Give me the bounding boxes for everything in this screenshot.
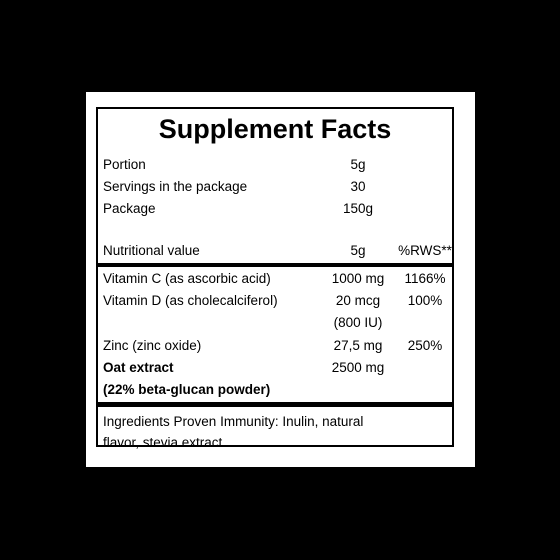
nutrition-header-amount: 5g	[350, 243, 366, 258]
info-label: Package	[103, 201, 156, 216]
nutrient-row-oat-extract: Oat extract 2500 mg	[103, 357, 448, 379]
supplement-facts-panel: Supplement Facts Portion 5g Servings in …	[96, 107, 454, 450]
label-sheet: Supplement Facts Portion 5g Servings in …	[86, 92, 475, 467]
nutrient-row-oat-extract-cont: (22% beta-glucan powder)	[103, 379, 448, 401]
info-value: 5g	[350, 157, 366, 172]
nutrient-row-vitamin-d-cont: (800 IU)	[103, 312, 448, 334]
nutrient-label: Vitamin D (as cholecalciferol)	[103, 293, 278, 308]
info-row-servings: Servings in the package 30	[103, 176, 448, 198]
nutrient-label: Vitamin C (as ascorbic acid)	[103, 271, 271, 286]
info-value: 150g	[342, 201, 374, 216]
nutrient-amount: 2500 mg	[331, 360, 385, 375]
nutrient-amount: 27,5 mg	[333, 338, 383, 353]
nutrient-label: Zinc (zinc oxide)	[103, 338, 202, 353]
nutrient-label: Oat extract	[103, 360, 174, 375]
nutrient-percent: 1166%	[404, 271, 446, 286]
nutrient-amount: 20 mcg	[335, 293, 381, 308]
info-label: Portion	[103, 157, 146, 172]
nutrient-amount-secondary: (800 IU)	[333, 315, 383, 330]
nutrition-header-row: Nutritional value 5g %RWS**	[103, 240, 452, 262]
nutrient-label-secondary: (22% beta-glucan powder)	[103, 382, 271, 397]
info-value: 30	[350, 179, 366, 194]
nutrient-percent: 250%	[407, 338, 443, 353]
nutrition-header-percent: %RWS**	[398, 243, 452, 258]
nutrient-row-zinc: Zinc (zinc oxide) 27,5 mg 250%	[103, 335, 448, 357]
nutrient-row-vitamin-d: Vitamin D (as cholecalciferol) 20 mcg 10…	[103, 290, 448, 312]
ingredients-text: Ingredients Proven Immunity: Inulin, nat…	[103, 411, 448, 453]
nutrient-row-vitamin-c: Vitamin C (as ascorbic acid) 1000 mg 116…	[103, 268, 448, 290]
thick-divider	[98, 402, 452, 407]
nutrient-amount: 1000 mg	[331, 271, 385, 286]
ingredients-line: Ingredients Proven Immunity: Inulin, nat…	[103, 414, 364, 429]
info-label: Servings in the package	[103, 179, 248, 194]
nutrition-header-label: Nutritional value	[103, 243, 200, 258]
ingredients-line: flavor, stevia extract.	[103, 435, 227, 450]
panel-title: Supplement Facts	[158, 114, 392, 144]
info-row-portion: Portion 5g	[103, 154, 448, 176]
nutrient-percent: 100%	[407, 293, 443, 308]
info-row-package: Package 150g	[103, 198, 448, 220]
thick-divider	[98, 263, 452, 267]
